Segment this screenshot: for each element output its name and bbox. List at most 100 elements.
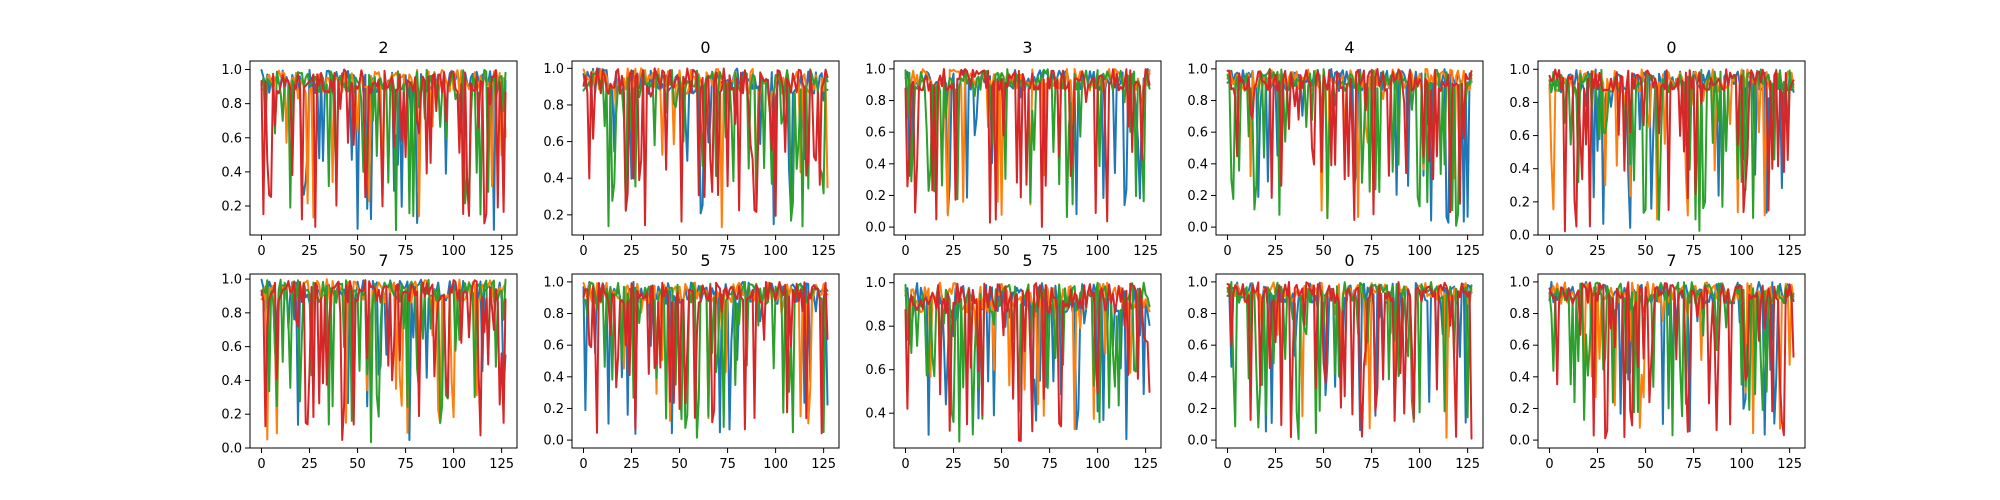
series-line-3 — [904, 281, 1151, 443]
x-tick-label: 0 — [901, 244, 909, 259]
x-tick-label: 0 — [1223, 457, 1231, 472]
y-tick-label: 0.8 — [221, 97, 242, 112]
y-tick-label: 1.0 — [221, 63, 242, 78]
y-tick-label: 0.6 — [221, 340, 242, 355]
axes-frame — [571, 60, 840, 236]
x-tick-label: 25 — [301, 457, 318, 472]
y-tick-label: 0.4 — [865, 157, 886, 172]
x-tick-label: 125 — [1777, 244, 1802, 259]
axes-frame — [1215, 273, 1484, 449]
x-tick-label: 50 — [349, 457, 366, 472]
x-tick-label: 50 — [1315, 457, 1332, 472]
x-tick-label: 75 — [1041, 457, 1058, 472]
x-tick-label: 0 — [901, 457, 909, 472]
y-tick-label: 0.2 — [1187, 402, 1208, 417]
y-tick-label: 0.2 — [543, 402, 564, 417]
x-tick-label: 25 — [1589, 244, 1606, 259]
y-tick-label: 0.8 — [1187, 94, 1208, 109]
x-tick-label: 100 — [441, 244, 466, 259]
x-tick-label: 50 — [1315, 244, 1332, 259]
y-tick-label: 1.0 — [221, 273, 242, 288]
subplot-title: 3 — [1022, 38, 1032, 57]
x-tick-label: 125 — [489, 244, 514, 259]
subplot-title: 0 — [1344, 251, 1354, 270]
series-line-4 — [1548, 281, 1795, 440]
subplot-8: 0 25 50 75 100 125 0.4 0.6 0.8 1.0 5 — [865, 251, 1162, 472]
series-line-4 — [904, 68, 1151, 228]
axes-frame — [893, 60, 1162, 236]
x-tick-label: 100 — [1729, 457, 1754, 472]
x-tick-label: 100 — [1729, 244, 1754, 259]
x-tick-label: 25 — [301, 244, 318, 259]
y-tick-label: 0.6 — [1187, 126, 1208, 141]
x-tick-label: 50 — [671, 244, 688, 259]
series-line-2 — [904, 67, 1151, 217]
subplot-title: 5 — [1022, 251, 1032, 270]
y-tick-label: 0.6 — [1509, 339, 1530, 354]
y-tick-label: 1.0 — [543, 275, 564, 290]
x-tick-label: 125 — [1133, 457, 1158, 472]
subplot-10: 0 25 50 75 100 125 0.0 0.2 0.4 0.6 0.8 1.0 7 — [1509, 251, 1806, 472]
y-tick-label: 0.8 — [1187, 307, 1208, 322]
subplot-6: 0 25 50 75 100 125 0.0 0.2 0.4 0.6 0.8 1.0 7 — [221, 251, 518, 472]
y-tick-label: 0.4 — [221, 165, 242, 180]
y-tick-label: 0.8 — [221, 306, 242, 321]
x-tick-label: 75 — [397, 244, 414, 259]
x-tick-label: 0 — [1545, 457, 1553, 472]
series-line-4 — [582, 281, 829, 435]
y-tick-label: 0.8 — [865, 94, 886, 109]
x-tick-label: 100 — [1085, 457, 1110, 472]
x-tick-label: 125 — [1455, 457, 1480, 472]
y-tick-label: 0.0 — [1187, 434, 1208, 449]
y-tick-label: 0.8 — [865, 320, 886, 335]
x-tick-label: 25 — [1589, 457, 1606, 472]
x-tick-label: 25 — [945, 244, 962, 259]
x-tick-label: 125 — [1777, 457, 1802, 472]
series-line-2 — [260, 278, 507, 441]
x-tick-label: 100 — [1407, 244, 1432, 259]
subplot-1: 0 25 50 75 100 125 0.2 0.4 0.6 0.8 1.0 2 — [221, 38, 518, 259]
x-tick-label: 75 — [1363, 244, 1380, 259]
y-tick-label: 0.4 — [865, 407, 886, 422]
x-tick-label: 75 — [1041, 244, 1058, 259]
subplot-title: 0 — [1666, 38, 1676, 57]
x-tick-label: 0 — [257, 244, 265, 259]
y-tick-label: 0.0 — [1509, 434, 1530, 449]
y-tick-label: 1.0 — [543, 62, 564, 77]
subplot-title: 2 — [378, 38, 388, 57]
subplot-title: 4 — [1344, 38, 1354, 57]
subplot-4: 0 25 50 75 100 125 0.0 0.2 0.4 0.6 0.8 1.0 4 — [1187, 38, 1484, 259]
y-tick-label: 0.6 — [543, 339, 564, 354]
x-tick-label: 50 — [671, 457, 688, 472]
axes-frame — [1215, 60, 1484, 236]
subplot-9: 0 25 50 75 100 125 0.0 0.2 0.4 0.6 0.8 1.0 0 — [1187, 251, 1484, 472]
y-tick-label: 0.4 — [543, 370, 564, 385]
y-tick-label: 0.0 — [865, 221, 886, 236]
subplot-3: 0 25 50 75 100 125 0.0 0.2 0.4 0.6 0.8 1.0 3 — [865, 38, 1162, 259]
x-tick-label: 50 — [349, 244, 366, 259]
y-tick-label: 0.0 — [221, 442, 242, 457]
x-tick-label: 0 — [1545, 244, 1553, 259]
subplot-title: 5 — [700, 251, 710, 270]
x-tick-label: 75 — [1363, 457, 1380, 472]
y-tick-label: 1.0 — [865, 276, 886, 291]
x-tick-label: 75 — [397, 457, 414, 472]
axes-frame — [571, 273, 840, 449]
y-tick-label: 0.8 — [543, 307, 564, 322]
x-tick-label: 0 — [257, 457, 265, 472]
y-tick-label: 0.6 — [1509, 129, 1530, 144]
y-tick-label: 0.6 — [1187, 339, 1208, 354]
x-tick-label: 75 — [1685, 244, 1702, 259]
axes-frame — [249, 273, 518, 449]
subplot-title: 0 — [700, 38, 710, 57]
y-tick-label: 0.2 — [1187, 189, 1208, 204]
y-tick-label: 0.6 — [865, 126, 886, 141]
subplot-title: 7 — [1666, 251, 1676, 270]
y-tick-label: 0.4 — [1509, 370, 1530, 385]
x-tick-label: 0 — [1223, 244, 1231, 259]
x-tick-label: 100 — [1407, 457, 1432, 472]
x-tick-label: 0 — [579, 244, 587, 259]
y-tick-label: 0.6 — [543, 135, 564, 150]
x-tick-label: 100 — [1085, 244, 1110, 259]
series-line-4 — [260, 68, 507, 228]
